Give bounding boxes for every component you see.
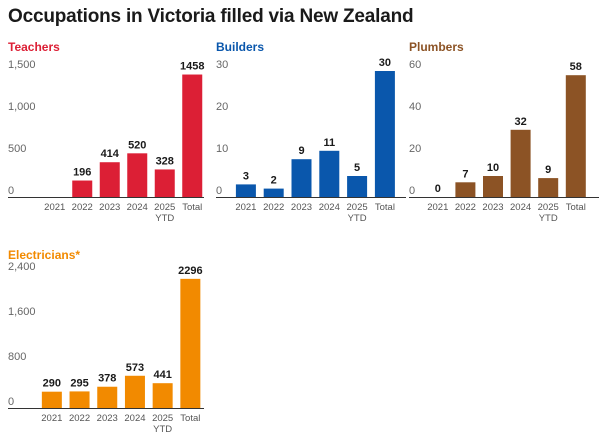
teachers-category-label: 2022 xyxy=(72,202,93,213)
electricians-bar xyxy=(41,391,62,408)
plumbers-category-label: Total xyxy=(566,202,586,213)
electricians-data-label: 2296 xyxy=(178,265,202,277)
electricians-bar xyxy=(69,391,90,408)
builders-bar xyxy=(347,176,368,197)
builders-data-label: 3 xyxy=(243,170,249,182)
builders-category-label: 2022 xyxy=(263,202,284,213)
plumbers-bar xyxy=(483,176,503,197)
plumbers-category-label: 2024 xyxy=(510,202,531,213)
teachers-category-label: 2024 xyxy=(127,202,148,213)
builders-chart-plot: 0 10 20 30 3 2021 2 2022 9 2023 11 2024 5 2025 YTD 30 To… xyxy=(216,57,406,224)
teachers-data-label: 520 xyxy=(128,139,146,151)
builders-chart: Builders 0 10 20 30 3 2021 2 2022 9 2023 11 2024 5 20… xyxy=(216,40,406,240)
builders-bar xyxy=(235,184,256,197)
plumbers-data-label: 10 xyxy=(487,162,499,174)
builders-chart-title: Builders xyxy=(216,40,265,54)
electricians-chart-plot: 0 800 1,600 2,400 290 2021 295 2022 378 2023 573 20… xyxy=(8,261,204,435)
electricians-category-label: Total xyxy=(180,413,200,424)
plumbers-ytick-label: 60 xyxy=(409,59,421,71)
plumbers-chart-plot: 0 20 40 60 0 2021 7 2022 10 2023 32 2024 9 2025 YTD 58 T… xyxy=(409,59,599,224)
teachers-ytick-label: 1,500 xyxy=(8,59,36,71)
teachers-chart: Teachers 0 500 1,000 1,500 2021 196 2022 414 202… xyxy=(8,40,204,240)
teachers-category-label: Total xyxy=(182,202,202,213)
builders-bar xyxy=(319,150,340,197)
builders-category-label: 2021 xyxy=(235,202,256,213)
teachers-data-label: 328 xyxy=(156,155,174,167)
plumbers-chart-title: Plumbers xyxy=(409,40,464,54)
teachers-category-label: 2023 xyxy=(99,202,120,213)
plumbers-category-label: 2021 xyxy=(427,202,448,213)
electricians-category-label: 2022 xyxy=(69,413,90,424)
builders-data-label: 30 xyxy=(379,57,391,69)
plumbers-data-label: 0 xyxy=(435,183,441,195)
plumbers-bar xyxy=(538,178,559,197)
teachers-bar xyxy=(127,153,148,197)
plumbers-bar xyxy=(510,129,531,197)
electricians-ytick-label: 2,400 xyxy=(8,261,36,273)
teachers-bar xyxy=(99,162,120,197)
builders-category-label: 2024 xyxy=(319,202,340,213)
plumbers-category-label: 2025 YTD xyxy=(538,202,559,224)
builders-bar xyxy=(263,188,284,197)
plumbers-category-label: 2023 xyxy=(482,202,503,213)
teachers-chart-plot: 0 500 1,000 1,500 2021 196 2022 414 2023 520 2024 3… xyxy=(8,59,204,224)
teachers-chart-title: Teachers xyxy=(8,40,60,54)
plumbers-data-label: 7 xyxy=(462,168,468,180)
teachers-category-label: 2025 YTD xyxy=(154,202,175,224)
electricians-category-label: 2023 xyxy=(97,413,118,424)
teachers-data-label: 196 xyxy=(73,167,91,179)
plumbers-bar xyxy=(455,182,476,197)
electricians-bar xyxy=(124,375,145,408)
electricians-data-label: 573 xyxy=(126,362,144,374)
electricians-ytick-label: 0 xyxy=(8,396,14,408)
teachers-data-label: 414 xyxy=(101,148,120,160)
builders-data-label: 2 xyxy=(271,175,277,187)
plumbers-category-label: 2022 xyxy=(455,202,476,213)
electricians-ytick-label: 800 xyxy=(8,351,26,363)
electricians-category-label: 2025 YTD xyxy=(152,413,173,435)
electricians-data-label: 290 xyxy=(43,378,61,390)
builders-ytick-label: 0 xyxy=(216,185,222,197)
builders-data-label: 9 xyxy=(298,145,304,157)
plumbers-ytick-label: 40 xyxy=(409,101,421,113)
plumbers-data-label: 32 xyxy=(514,116,526,128)
builders-ytick-label: 20 xyxy=(216,101,228,113)
teachers-bar xyxy=(154,169,175,197)
teachers-ytick-label: 500 xyxy=(8,143,26,155)
electricians-category-label: 2024 xyxy=(124,413,145,424)
builders-data-label: 11 xyxy=(323,137,335,149)
electricians-data-label: 295 xyxy=(70,377,88,389)
teachers-ytick-label: 0 xyxy=(8,185,14,197)
plumbers-chart: Plumbers 0 20 40 60 0 2021 7 2022 10 2023 32 2024 9 2… xyxy=(409,40,599,240)
electricians-data-label: 441 xyxy=(153,369,171,381)
electricians-data-label: 378 xyxy=(98,373,116,385)
builders-data-label: 5 xyxy=(354,162,360,174)
builders-bar xyxy=(374,71,395,197)
teachers-bar xyxy=(72,180,93,197)
teachers-bar xyxy=(182,74,203,197)
teachers-category-label: 2021 xyxy=(44,202,65,213)
plumbers-bar xyxy=(565,75,586,197)
teachers-ytick-label: 1,000 xyxy=(8,101,36,113)
plumbers-ytick-label: 20 xyxy=(409,143,421,155)
electricians-bar xyxy=(97,386,118,408)
electricians-ytick-label: 1,600 xyxy=(8,306,36,318)
plumbers-ytick-label: 0 xyxy=(409,185,415,197)
electricians-bar xyxy=(180,278,201,408)
builders-ytick-label: 10 xyxy=(216,143,228,155)
plumbers-data-label: 58 xyxy=(570,61,582,73)
electricians-category-label: 2021 xyxy=(41,413,62,424)
builders-ytick-label: 30 xyxy=(216,59,228,71)
builders-bar xyxy=(291,159,312,197)
teachers-data-label: 1458 xyxy=(180,61,204,73)
electricians-bar xyxy=(152,383,173,408)
electricians-chart-title: Electricians* xyxy=(8,248,81,262)
builders-category-label: 2023 xyxy=(291,202,312,213)
plumbers-data-label: 9 xyxy=(545,164,551,176)
page-title: Occupations in Victoria filled via New Z… xyxy=(8,6,414,27)
builders-category-label: Total xyxy=(375,202,395,213)
electricians-chart: Electricians* 0 800 1,600 2,400 290 2021 295 20… xyxy=(8,248,204,444)
builders-category-label: 2025 YTD xyxy=(347,202,368,224)
